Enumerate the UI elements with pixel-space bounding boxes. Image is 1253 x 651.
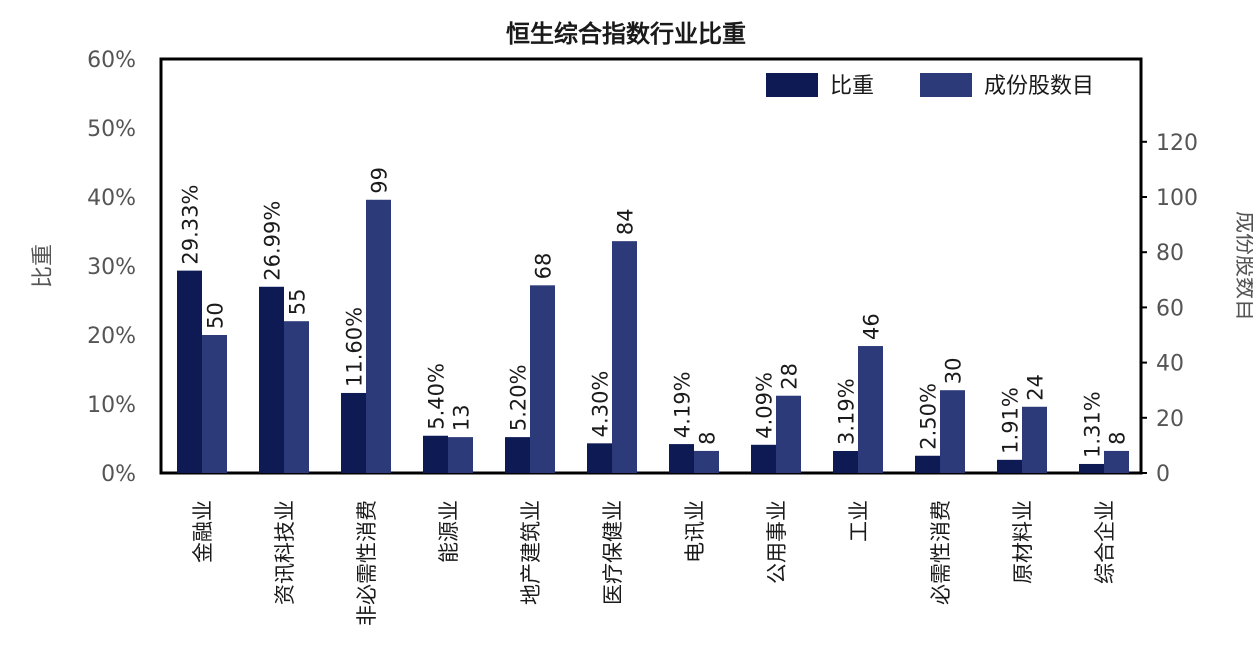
right-tick-label: 60 (1156, 296, 1184, 321)
left-tick-label: 0% (101, 462, 136, 487)
data-label-constituents: 28 (778, 363, 802, 390)
right-tick-label: 100 (1156, 186, 1198, 211)
bar-constituents (202, 335, 227, 473)
bars (177, 199, 1129, 473)
bar-constituents (366, 199, 391, 473)
bar-weight (669, 444, 694, 473)
bar-weight (751, 444, 776, 473)
data-label-weight: 1.91% (999, 387, 1023, 454)
bar-constituents (1104, 450, 1129, 473)
data-label-constituents: 50 (204, 302, 228, 329)
right-tick-label: 120 (1156, 131, 1198, 156)
data-label-weight: 4.19% (671, 371, 695, 438)
data-label-constituents: 68 (532, 253, 556, 280)
left-tick-label: 50% (87, 117, 136, 142)
left-axis-title: 比重 (31, 244, 56, 288)
data-label-weight: 1.31% (1081, 391, 1105, 458)
bar-weight (997, 459, 1022, 473)
category-label: 资讯科技业 (273, 500, 297, 605)
category-label: 工业 (847, 500, 871, 542)
data-label-weight: 26.99% (261, 201, 285, 281)
data-label-weight: 11.60% (343, 307, 367, 387)
bar-weight (341, 392, 366, 473)
data-label-weight: 5.20% (507, 364, 531, 431)
data-label-weight: 4.09% (753, 372, 777, 439)
data-label-constituents: 55 (286, 288, 310, 315)
legend-swatch-constituents (920, 73, 972, 97)
bar-constituents (694, 450, 719, 473)
left-tick-label: 20% (87, 324, 136, 349)
legend: 比重 成份股数目 (766, 73, 1094, 99)
category-label: 地产建筑业 (519, 500, 543, 605)
bar-weight (177, 270, 202, 473)
data-label-constituents: 13 (450, 404, 474, 431)
bar-constituents (448, 437, 473, 473)
data-label-constituents: 24 (1024, 374, 1048, 401)
bar-constituents (1022, 406, 1047, 473)
category-label: 原材料业 (1011, 500, 1035, 584)
legend-label-constituents: 成份股数目 (984, 74, 1094, 99)
category-labels: 金融业 资讯科技业 非必需性消费 能源业 地产建筑业 医疗保健业 电讯业 公用事业 工业 必需性消… (191, 500, 1117, 626)
chart-title: 恒生综合指数行业比重 (506, 20, 746, 48)
category-label: 能源业 (437, 500, 461, 563)
legend-label-weight: 比重 (830, 74, 874, 99)
bar-constituents (940, 390, 965, 473)
left-tick-label: 40% (87, 186, 136, 211)
category-label: 非必需性消费 (355, 500, 379, 626)
bar-weight (505, 437, 530, 473)
category-label: 必需性消费 (929, 500, 953, 605)
category-label: 公用事业 (765, 500, 789, 584)
bar-weight (423, 435, 448, 473)
right-tick-label: 20 (1156, 407, 1184, 432)
bar-weight (259, 286, 284, 473)
category-label: 金融业 (191, 500, 215, 563)
bar-weight (1079, 463, 1104, 473)
data-label-weight: 29.33% (179, 185, 203, 265)
category-label: 电讯业 (683, 500, 707, 563)
bar-constituents (776, 395, 801, 473)
bar-weight (833, 450, 858, 473)
data-label-weight: 4.30% (589, 371, 613, 438)
data-label-constituents: 46 (860, 313, 884, 340)
category-label: 医疗保健业 (601, 500, 625, 605)
data-label-weight: 2.50% (917, 383, 941, 450)
plot-frame (159, 57, 1143, 475)
data-label-weight: 3.19% (835, 378, 859, 445)
data-label-weight: 5.40% (425, 363, 449, 430)
bar-constituents (284, 321, 309, 473)
data-label-constituents: 30 (942, 357, 966, 384)
right-tick-label: 40 (1156, 352, 1184, 377)
left-tick-label: 60% (87, 48, 136, 73)
data-label-constituents: 99 (368, 167, 392, 194)
bar-constituents (612, 241, 637, 473)
left-tick-label: 30% (87, 255, 136, 280)
bar-constituents (858, 346, 883, 473)
data-label-constituents: 8 (1106, 432, 1130, 445)
bar-weight (915, 455, 940, 473)
data-label-constituents: 84 (614, 208, 638, 235)
legend-swatch-weight (766, 73, 818, 97)
data-labels: 29.33% 50 26.99%55 11.60% 99 5.40% 13 5.20% 68 4.… (179, 167, 1130, 458)
right-axis-title: 成份股数目 (1232, 211, 1253, 321)
right-tick-label: 80 (1156, 241, 1184, 266)
bar-weight (587, 443, 612, 473)
category-label: 综合企业 (1093, 500, 1117, 584)
right-tick-label: 0 (1156, 462, 1170, 487)
bar-constituents (530, 285, 555, 473)
right-axis: 0 20 40 60 80 100 120 (1141, 131, 1198, 487)
left-axis: 0% 10% 20% 30% 40% 50% 60% (87, 48, 136, 487)
left-tick-label: 10% (87, 393, 136, 418)
data-label-constituents: 8 (696, 432, 720, 445)
